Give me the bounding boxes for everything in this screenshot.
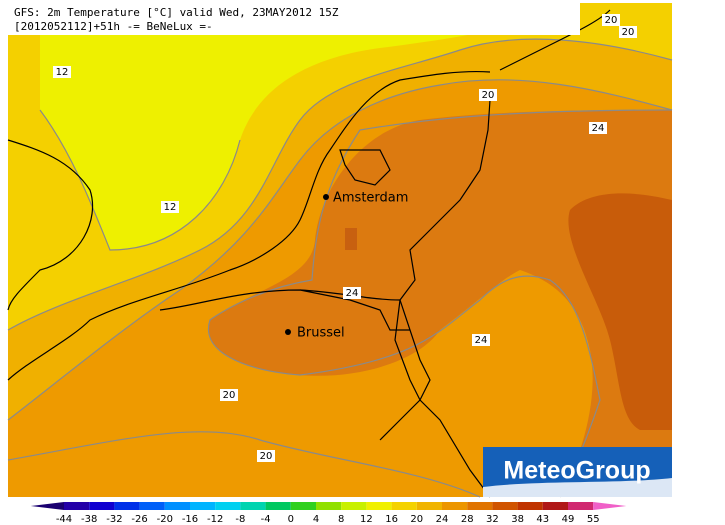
- colorbar: -44 -38 -32 -26 -20 -16 -12 -8 -4 0 4 8 12 16 20 24 28 32…: [30, 502, 627, 525]
- contour-label-box: [53, 66, 71, 78]
- colorbar-segment: [366, 502, 392, 510]
- colorbar-segment: [542, 502, 568, 510]
- contour-label: 24: [475, 335, 488, 346]
- colorbar-segment: [64, 502, 90, 510]
- colorbar-label: -38: [81, 514, 97, 525]
- colorbar-segment: [290, 502, 316, 510]
- colorbar-segment: [492, 502, 518, 510]
- colorbar-label: 0: [288, 514, 294, 525]
- colorbar-label: -44: [56, 514, 72, 525]
- border: [159, 289, 421, 441]
- colorbar-label: -8: [235, 514, 245, 525]
- header-box: [8, 3, 580, 35]
- colorbar-segment: [89, 502, 115, 510]
- logo-text: MeteoGroup: [503, 457, 650, 485]
- contour-label: 20: [223, 390, 236, 401]
- contour-label-box: [220, 389, 238, 401]
- colorbar-label: -20: [157, 514, 173, 525]
- colorbar-label: 32: [486, 514, 499, 525]
- contour-label-box: [343, 287, 361, 299]
- isoline: [207, 109, 673, 498]
- colorbar-label: 20: [410, 514, 423, 525]
- colorbar-label: 38: [511, 514, 524, 525]
- isoline: [39, 109, 241, 251]
- city-dot: [323, 194, 329, 200]
- colorbar-segment: [240, 502, 266, 510]
- contour-label: 12: [56, 67, 69, 78]
- contour-label-box: [472, 334, 490, 346]
- contour-labels: 12 12 20 24 24 24 20 20 20 20: [53, 14, 637, 462]
- colorbar-label: 28: [461, 514, 474, 525]
- coastline: [7, 139, 94, 311]
- colorbar-segment: [341, 502, 367, 510]
- contour-label-box: [479, 89, 497, 101]
- contour-label-box: [589, 122, 607, 134]
- coastline: [499, 9, 611, 71]
- colorbar-label: -32: [106, 514, 122, 525]
- city-label: Brussel: [297, 326, 345, 341]
- colorbar-end: [593, 502, 627, 510]
- contour-label: 12: [164, 202, 177, 213]
- colorbar-segment: [114, 502, 140, 510]
- colorbar-segment: [568, 502, 594, 510]
- contour-label: 20: [622, 27, 635, 38]
- contour-label: 20: [260, 451, 273, 462]
- contour-label-box: [619, 26, 637, 38]
- colorbar-label: 16: [385, 514, 398, 525]
- colorbar-label: 24: [436, 514, 449, 525]
- colorbar-label: 4: [313, 514, 319, 525]
- colorbar-label: -26: [131, 514, 147, 525]
- contour-label: 20: [605, 15, 618, 26]
- colorbar-segment: [391, 502, 417, 510]
- zone-28: [568, 193, 672, 430]
- isoline: [7, 79, 673, 421]
- colorbar-label: 12: [360, 514, 373, 525]
- zone-24: [208, 110, 672, 497]
- colorbar-label: 49: [562, 514, 575, 525]
- coastline: [339, 149, 391, 186]
- colorbar-segment: [442, 502, 468, 510]
- colorbar-label: 8: [338, 514, 344, 525]
- colorbar-end: [30, 502, 64, 510]
- colorbar-segment: [164, 502, 190, 510]
- contour-label: 24: [592, 123, 605, 134]
- colorbar-label: -12: [207, 514, 223, 525]
- header-line: [2012052112]+51h -= BeNeLux =-: [14, 20, 213, 33]
- colorbar-label: 55: [587, 514, 600, 525]
- colorbar-segment: [265, 502, 291, 510]
- zone-12: [40, 3, 580, 250]
- colorbar-segment: [416, 502, 442, 510]
- colorbar-segment: [190, 502, 216, 510]
- colorbar-label: -16: [182, 514, 198, 525]
- map: [7, 3, 673, 498]
- colorbar-segment: [316, 502, 342, 510]
- colorbar-label: 43: [536, 514, 549, 525]
- lake: [345, 228, 357, 250]
- contour-label-box: [257, 450, 275, 462]
- isoline: [7, 38, 673, 331]
- colorbar-segment: [215, 502, 241, 510]
- colorbar-segment: [139, 502, 165, 510]
- contour-label-box: [161, 201, 179, 213]
- header-line: GFS: 2m Temperature [°C] valid Wed, 23MA…: [14, 6, 339, 19]
- border: [399, 99, 491, 498]
- colorbar-segment: [517, 502, 543, 510]
- colorbar-label: -4: [261, 514, 271, 525]
- city-dot: [285, 329, 291, 335]
- logo-swoosh: [483, 478, 672, 497]
- city-label: Amsterdam: [333, 191, 408, 206]
- colorbar-segment: [467, 502, 493, 510]
- contour-label-box: [602, 14, 620, 26]
- coastline: [7, 70, 491, 381]
- contour-label: 24: [346, 288, 359, 299]
- contour-label: 20: [482, 90, 495, 101]
- isoline: [7, 431, 481, 498]
